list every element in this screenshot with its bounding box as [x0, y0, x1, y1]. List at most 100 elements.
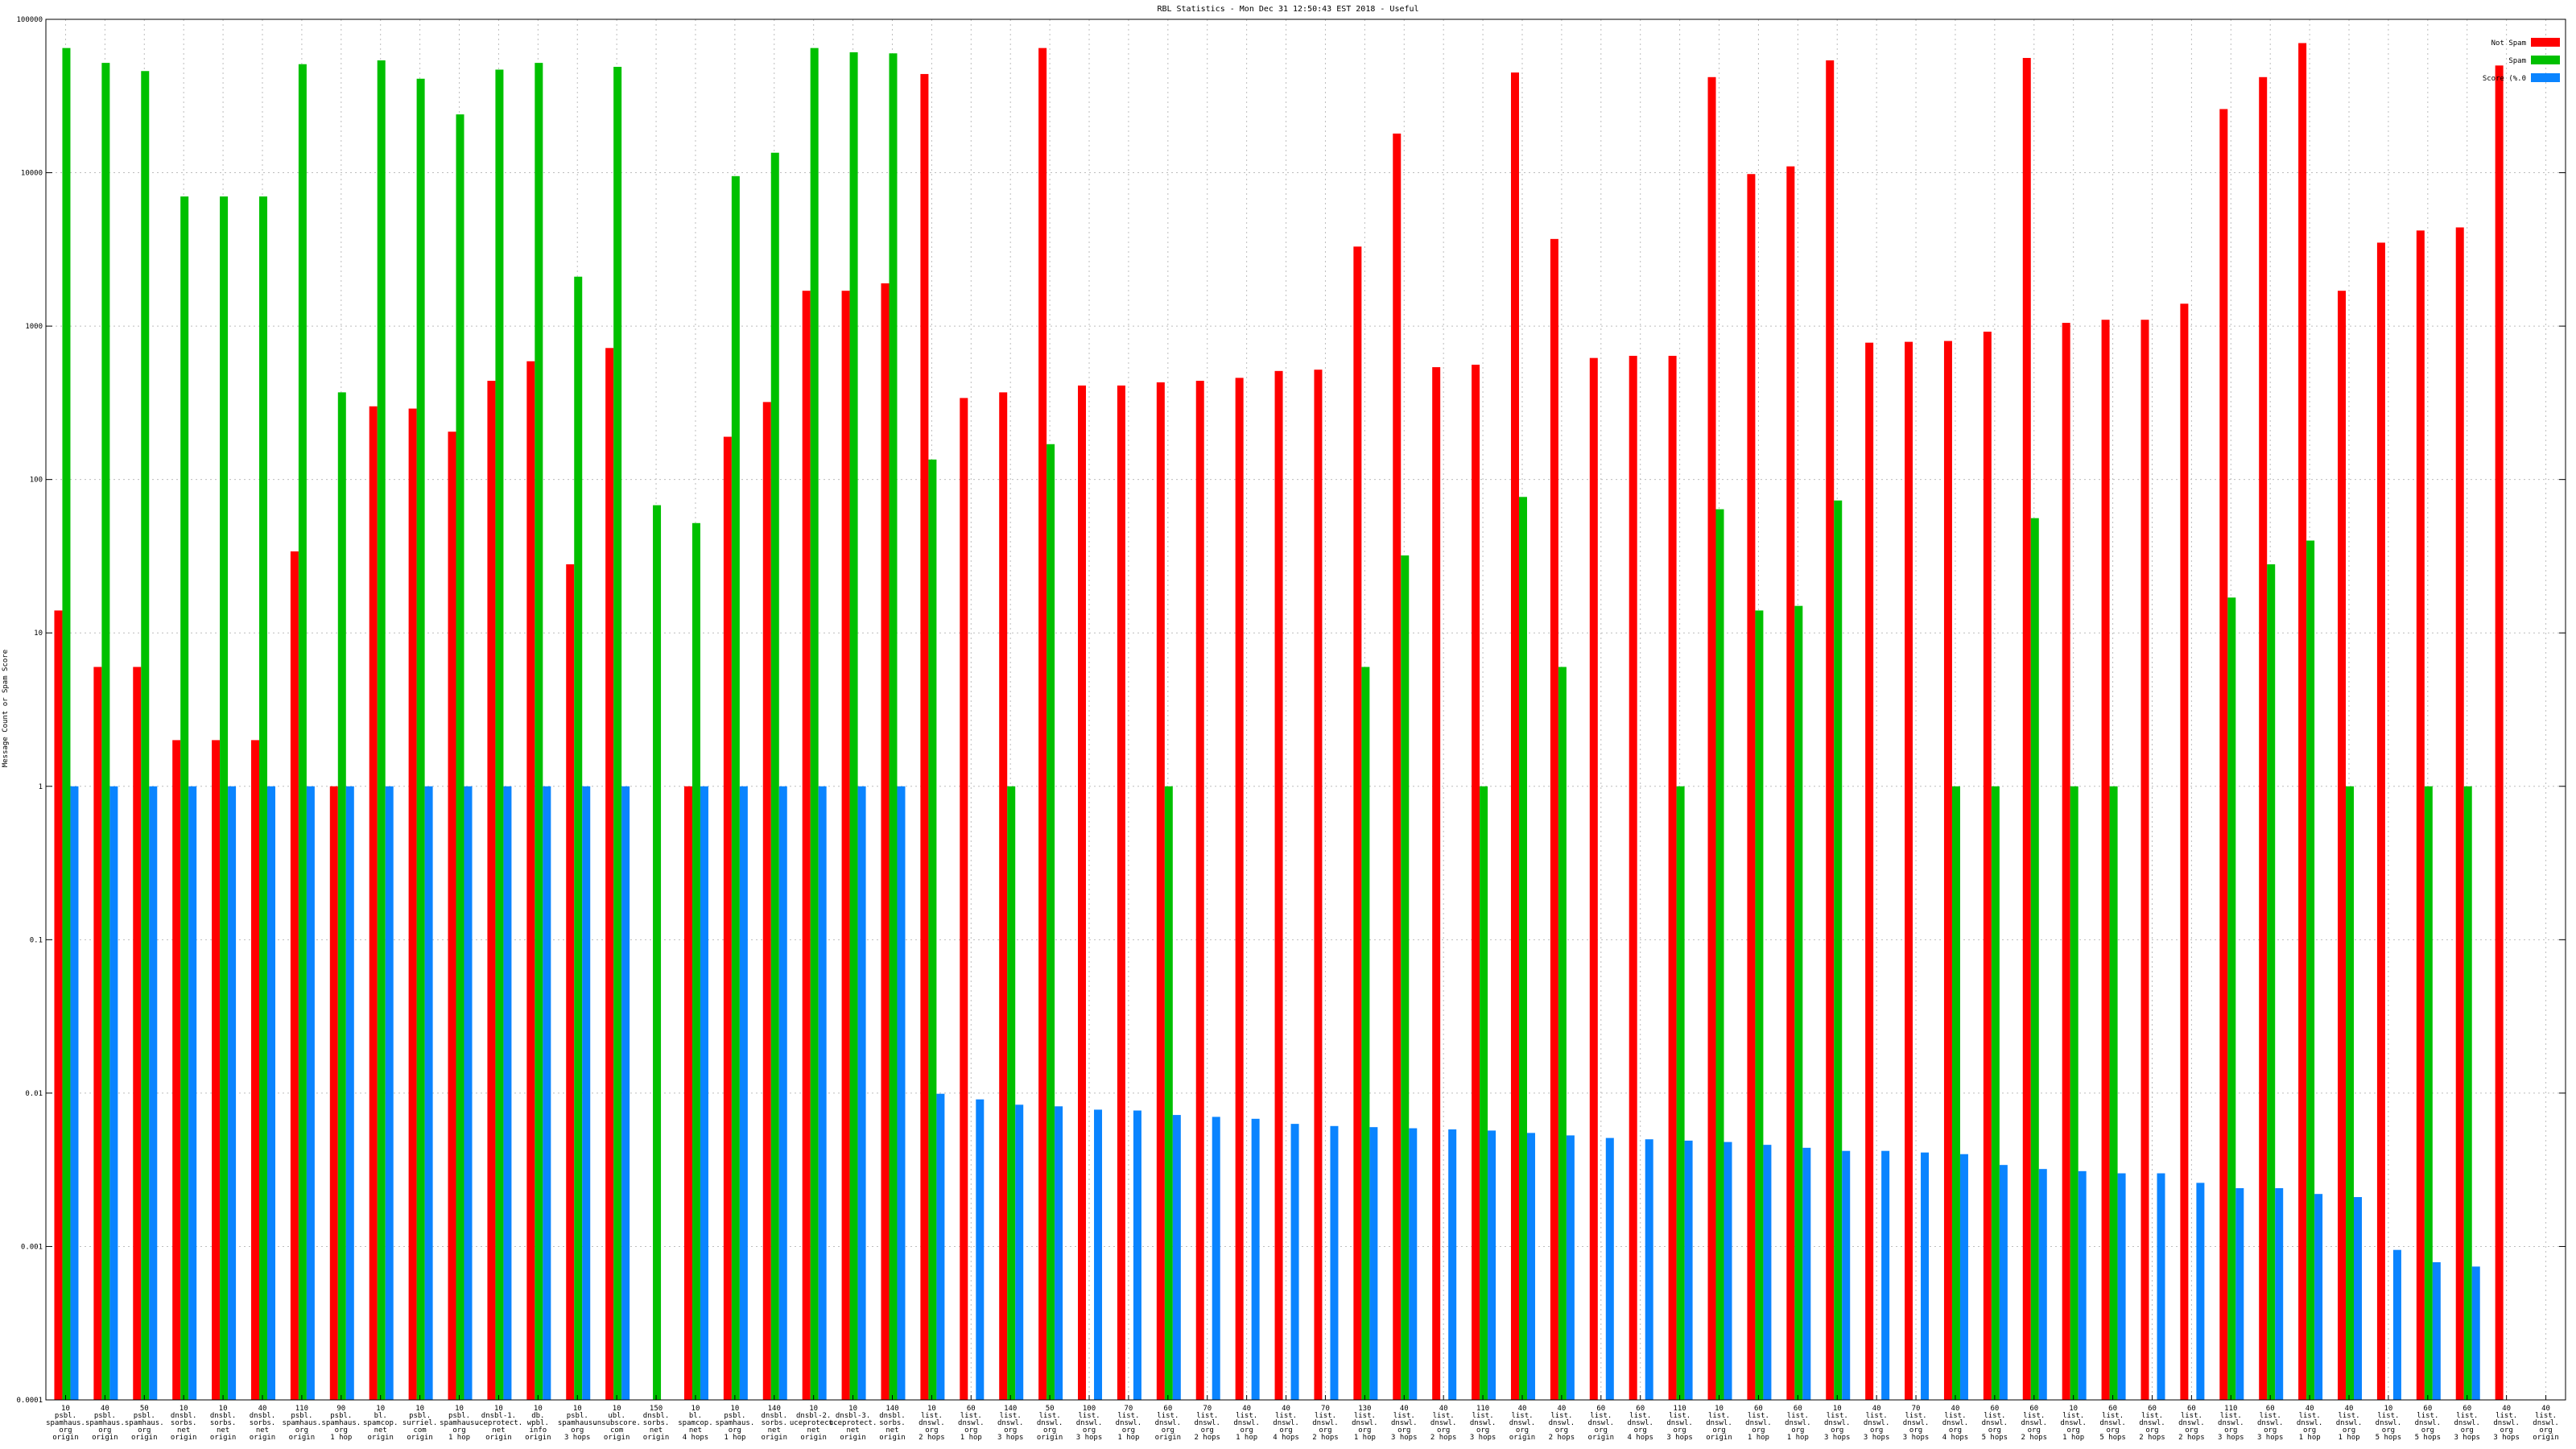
bar-not-spam — [93, 667, 102, 1400]
bar-not-spam — [1235, 378, 1244, 1400]
y-tick-label: 100000 — [16, 16, 43, 24]
bar-score-0 — [1133, 1110, 1141, 1400]
x-tick-label: 90 psbl. spamhaus. org 1 hop — [321, 1405, 361, 1442]
x-tick-label: 10 dnsbl-2. uceprotect. net origin — [790, 1405, 838, 1442]
x-tick-label: 70 list. dnswl. org 3 hops — [1903, 1405, 1930, 1442]
x-tick-label: 40 list. dnswl. org 4 hops — [1273, 1405, 1299, 1442]
bar-score-0 — [228, 786, 237, 1400]
bar-score-0 — [976, 1099, 985, 1400]
bar-not-spam — [1195, 381, 1204, 1400]
bar-not-spam — [683, 786, 692, 1400]
bar-not-spam — [290, 551, 299, 1400]
legend-swatch — [2531, 73, 2560, 82]
x-tick-label: 60 list. dnswl. org origin — [1155, 1405, 1182, 1442]
bar-not-spam — [2495, 65, 2504, 1401]
bar-score-0 — [1526, 1133, 1535, 1400]
bar-spam — [1558, 667, 1567, 1400]
bar-not-spam — [723, 436, 732, 1401]
bar-not-spam — [841, 291, 850, 1401]
x-tick-label: 60 list. dnswl. org 5 hops — [2415, 1405, 2442, 1442]
bar-spam — [1676, 786, 1685, 1400]
x-tick-label: 60 list. dnswl. org 2 hops — [2021, 1405, 2048, 1442]
bar-spam — [2070, 786, 2079, 1400]
x-tick-label: 40 dnsbl. sorbs. net origin — [250, 1405, 276, 1442]
bar-spam — [1046, 444, 1055, 1400]
x-tick-label: 40 psbl. spamhaus. org origin — [85, 1405, 125, 1442]
x-tick-label: 10 bl. spamcop. net 4 hops — [678, 1405, 712, 1442]
x-tick-label: 150 dnsbl. sorbs. net origin — [643, 1405, 670, 1442]
bar-score-0 — [424, 786, 433, 1400]
y-axis-label: Message Count or Spam Score — [2, 650, 10, 767]
bar-spam — [1401, 555, 1410, 1400]
bar-score-0 — [1290, 1124, 1299, 1400]
bar-not-spam — [999, 392, 1008, 1400]
x-tick-label: 10 db. wpbl. info origin — [525, 1405, 551, 1442]
x-tick-label: 60 list. dnswl. org 3 hops — [2454, 1405, 2480, 1442]
bar-not-spam — [172, 740, 181, 1400]
bar-score-0 — [1802, 1147, 1811, 1400]
bar-not-spam — [2140, 320, 2149, 1400]
x-tick-label: 10 list. dnswl. org origin — [1706, 1405, 1732, 1442]
bar-spam — [220, 196, 229, 1400]
bar-spam — [377, 60, 386, 1400]
bar-not-spam — [605, 348, 614, 1400]
bar-spam — [141, 71, 150, 1400]
bar-score-0 — [1409, 1128, 1418, 1400]
bar-spam — [1951, 786, 1960, 1400]
bar-score-0 — [1448, 1129, 1457, 1400]
bar-score-0 — [2314, 1194, 2323, 1400]
y-axis-ticks: 0.0001 0.001 0.01 0.1 1 10 100 1000 10000 100000 — [16, 16, 2566, 1405]
x-tick-label: 10 dnsbl. sorbs. net origin — [171, 1405, 197, 1442]
bar-score-0 — [1369, 1127, 1378, 1400]
bar-spam — [416, 78, 425, 1401]
x-tick-label: 60 list. dnswl. org 2 hops — [2139, 1405, 2165, 1442]
bar-not-spam — [762, 402, 771, 1401]
bar-score-0 — [1763, 1145, 1772, 1400]
bar-score-0 — [2196, 1183, 2205, 1400]
bar-not-spam — [1983, 332, 1992, 1401]
bars — [54, 43, 2504, 1401]
x-tick-label: 10 psbl. spamhaus. org origin — [46, 1405, 85, 1442]
y-tick-label: 0.001 — [21, 1243, 43, 1251]
bar-not-spam — [448, 431, 456, 1400]
x-tick-label: 110 list. dnswl. org 3 hops — [1470, 1405, 1496, 1442]
bar-not-spam — [1707, 76, 1716, 1400]
bar-spam — [731, 175, 740, 1401]
bar-score-0 — [2157, 1173, 2165, 1400]
x-tick-label: 60 list. dnswl. org 5 hops — [2099, 1405, 2126, 1442]
bar-score-0 — [778, 786, 787, 1400]
bar-not-spam — [566, 564, 575, 1400]
bar-score-0 — [1724, 1141, 1732, 1400]
bar-score-0 — [1488, 1130, 1496, 1400]
bar-spam — [849, 52, 858, 1400]
bar-score-0 — [70, 786, 79, 1400]
bar-not-spam — [2219, 109, 2228, 1400]
bar-spam — [101, 63, 110, 1400]
bar-not-spam — [1314, 369, 1323, 1400]
bar-score-0 — [739, 786, 748, 1400]
bar-score-0 — [1015, 1104, 1024, 1400]
plot-frame — [45, 19, 2566, 1401]
bar-score-0 — [306, 786, 315, 1400]
bar-score-0 — [2117, 1173, 2126, 1400]
bar-score-0 — [818, 786, 827, 1400]
bar-not-spam — [2180, 303, 2189, 1400]
x-tick-label: 10 dnsbl-1. uceprotect. net origin — [475, 1405, 523, 1442]
bar-not-spam — [881, 283, 890, 1401]
bar-not-spam — [2455, 227, 2464, 1401]
bar-spam — [337, 392, 346, 1400]
bar-not-spam — [1668, 356, 1677, 1401]
bar-score-0 — [1172, 1115, 1181, 1400]
bar-score-0 — [897, 786, 906, 1400]
bar-score-0 — [266, 786, 275, 1400]
x-tick-label: 60 list. dnswl. org 3 hops — [2257, 1405, 2284, 1442]
bar-spam — [2346, 786, 2355, 1400]
x-tick-label: 10 list. dnswl. org 3 hops — [1824, 1405, 1851, 1442]
bar-spam — [495, 69, 504, 1401]
bar-not-spam — [1786, 166, 1795, 1400]
x-tick-label: 70 list. dnswl. org 1 hop — [1116, 1405, 1142, 1442]
x-tick-label: 60 list. dnswl. org 1 hop — [1785, 1405, 1811, 1442]
bar-spam — [2030, 518, 2039, 1400]
bar-spam — [1834, 500, 1843, 1401]
